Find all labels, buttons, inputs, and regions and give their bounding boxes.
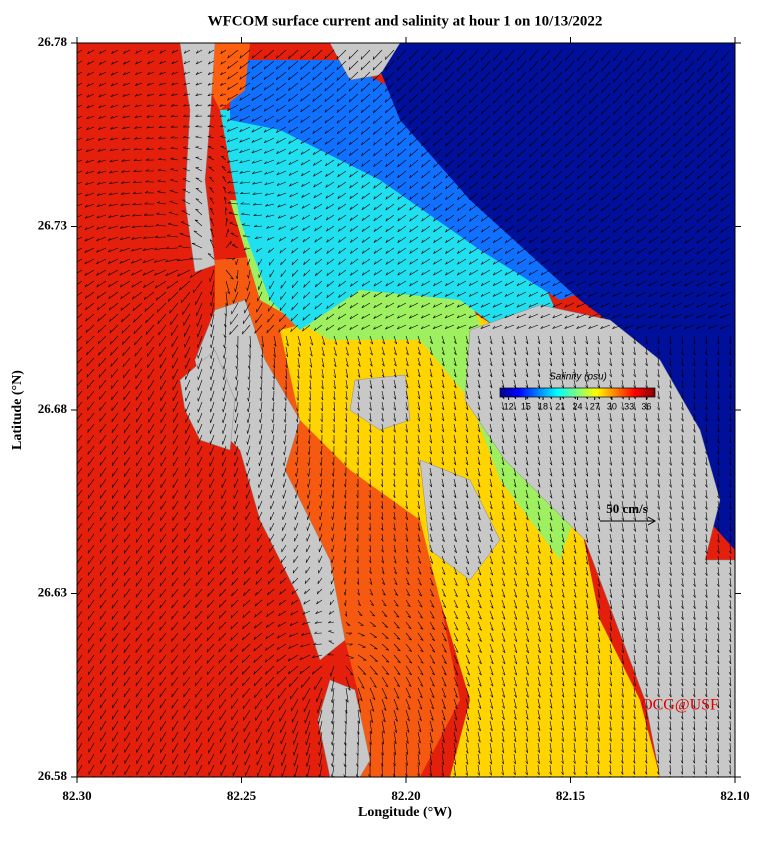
axes: 82.30 82.25 82.20 82.15 82.10 26.58 26.63 26.68…: [38, 34, 750, 803]
scale-arrow: 50 cm/s: [600, 501, 657, 526]
scale-arrow-head: [647, 516, 657, 526]
current-vector-field: [77, 49, 732, 777]
colorbar-tick-label: 33: [624, 401, 634, 411]
map-title: WFCOM surface current and salinity at ho…: [208, 13, 603, 29]
y-tick-label: 26.73: [38, 217, 68, 232]
x-axis-label: Longitude (°W): [358, 805, 452, 820]
colorbar-tick-label: 15: [521, 401, 531, 411]
colorbar-tick-label: 30: [607, 401, 617, 411]
scale-arrow-label: 50 cm/s: [606, 501, 648, 516]
colorbar-scale: [499, 387, 656, 398]
x-tick-label: 82.20: [391, 788, 420, 803]
colorbar-tick-label: 18: [538, 401, 548, 411]
current-vectors: [77, 49, 732, 777]
credit: OCG@USF: [641, 697, 719, 714]
colorbar-tick-label: 36: [641, 401, 651, 411]
colorbar-tick-label: 12: [504, 401, 514, 411]
x-tick-label: 82.15: [556, 788, 586, 803]
colorbar: Salinity (psu) 12 15 18 21 24 27 30 33 36: [499, 372, 656, 411]
colorbar-tick-label: 27: [590, 401, 600, 411]
colorbar-tick-label: 24: [572, 401, 582, 411]
x-tick-label: 82.30: [62, 788, 91, 803]
x-tick-label: 82.10: [720, 788, 749, 803]
colorbar-tick-label: 21: [555, 401, 565, 411]
y-tick-label: 26.78: [38, 34, 68, 49]
y-axis-label: Latitude (°N): [10, 370, 25, 450]
x-tick-label: 82.25: [227, 788, 257, 803]
y-tick-label: 26.68: [38, 401, 68, 416]
colorbar-ticks: 12 15 18 21 24 27 30 33 36: [504, 397, 651, 411]
y-tick-label: 26.63: [38, 584, 68, 599]
y-tick-label: 26.58: [38, 768, 68, 783]
colorbar-label: Salinity (psu): [549, 372, 607, 383]
